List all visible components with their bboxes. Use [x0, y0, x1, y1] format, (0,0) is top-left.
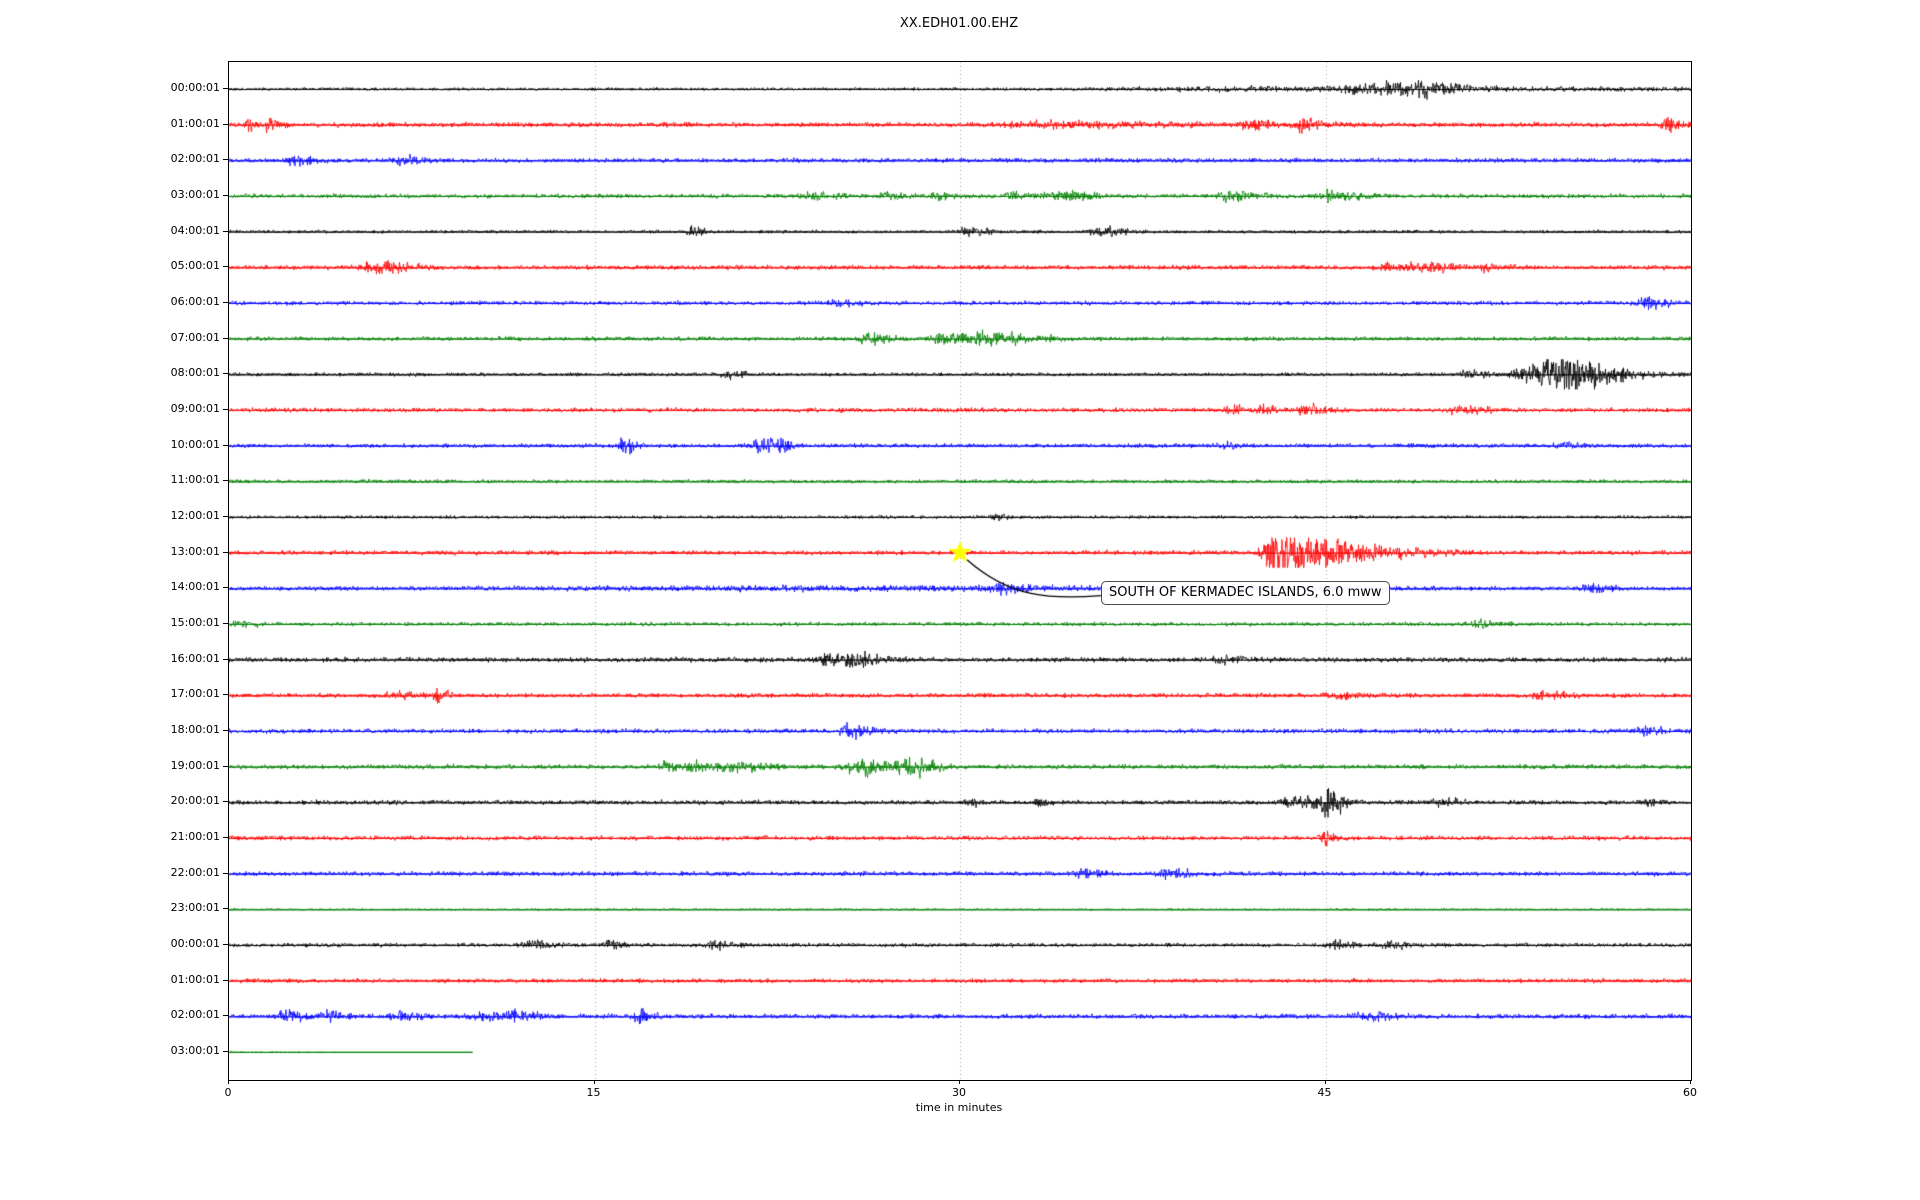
y-tick	[223, 302, 228, 303]
x-tick	[593, 1080, 595, 1084]
trace-time-label: 03:00:01	[170, 1044, 220, 1057]
y-tick	[223, 694, 228, 696]
y-tick	[223, 765, 228, 767]
plot-area: SOUTH OF KERMADEC ISLANDS, 6.0 mww	[228, 61, 1692, 1081]
trace-time-label: 19:00:01	[170, 758, 220, 772]
trace-time-label: 04:00:01	[170, 223, 220, 237]
x-axis-title: time in minutes	[915, 1101, 1003, 1114]
y-tick	[223, 551, 228, 553]
y-tick	[223, 837, 228, 838]
y-tick	[223, 801, 228, 803]
x-tick-label: 15	[586, 1086, 601, 1099]
y-tick	[223, 88, 228, 89]
trace-time-label: 21:00:01	[170, 830, 220, 843]
y-tick	[223, 230, 228, 232]
trace-time-label: 08:00:01	[170, 366, 220, 380]
y-tick	[223, 658, 228, 660]
y-tick	[223, 1051, 228, 1052]
y-tick	[223, 444, 228, 446]
y-tick	[223, 480, 228, 482]
y-tick	[223, 587, 228, 589]
y-tick	[223, 337, 228, 339]
trace-time-label: 13:00:01	[170, 544, 220, 558]
trace-time-label: 00:00:01	[170, 937, 220, 950]
y-tick	[223, 159, 228, 161]
x-tick-label: 60	[1683, 1086, 1697, 1099]
y-tick	[223, 872, 228, 874]
y-tick	[223, 123, 228, 125]
x-tick-label: 0	[224, 1086, 232, 1099]
trace-time-label: 03:00:01	[170, 188, 220, 201]
x-tick-label: 45	[1317, 1086, 1332, 1099]
trace-time-label: 05:00:01	[170, 259, 220, 273]
trace-time-label: 22:00:01	[170, 865, 220, 879]
trace-time-label: 07:00:01	[170, 330, 220, 344]
event-annotation: SOUTH OF KERMADEC ISLANDS, 6.0 mww	[1101, 581, 1390, 605]
x-tick	[228, 1080, 229, 1084]
y-tick	[223, 195, 228, 196]
trace-time-label: 15:00:01	[170, 616, 220, 629]
y-tick	[223, 623, 228, 624]
y-tick	[223, 516, 228, 517]
y-tick	[223, 944, 228, 945]
trace-time-label: 01:00:01	[170, 116, 220, 130]
trace-time-label: 02:00:01	[170, 1008, 220, 1022]
trace-time-label: 02:00:01	[170, 152, 220, 166]
trace-time-label: 14:00:01	[170, 580, 220, 594]
y-tick	[223, 730, 228, 731]
x-tick	[1690, 1080, 1691, 1084]
trace-time-label: 00:00:01	[170, 81, 220, 94]
y-tick	[223, 373, 228, 375]
x-tick	[1324, 1080, 1326, 1084]
trace-time-label: 01:00:01	[170, 972, 220, 986]
trace-time-label: 09:00:01	[170, 402, 220, 415]
trace-time-label: 10:00:01	[170, 437, 220, 451]
trace-time-label: 20:00:01	[170, 794, 220, 808]
trace-time-label: 23:00:01	[170, 901, 220, 915]
trace-time-label: 06:00:01	[170, 295, 220, 308]
y-tick	[223, 979, 228, 981]
x-tick-label: 30	[952, 1086, 966, 1099]
y-tick	[223, 1015, 228, 1017]
trace-time-label: 12:00:01	[170, 509, 220, 522]
y-tick	[223, 908, 228, 910]
x-tick	[959, 1080, 960, 1084]
seismogram-canvas	[229, 62, 1691, 1080]
trace-time-label: 11:00:01	[170, 473, 220, 487]
trace-time-label: 18:00:01	[170, 723, 220, 736]
trace-time-label: 16:00:01	[170, 651, 220, 665]
chart-title: XX.EDH01.00.EHZ	[899, 16, 1019, 31]
y-tick	[223, 266, 228, 268]
trace-time-label: 17:00:01	[170, 687, 220, 701]
y-tick	[223, 409, 228, 410]
